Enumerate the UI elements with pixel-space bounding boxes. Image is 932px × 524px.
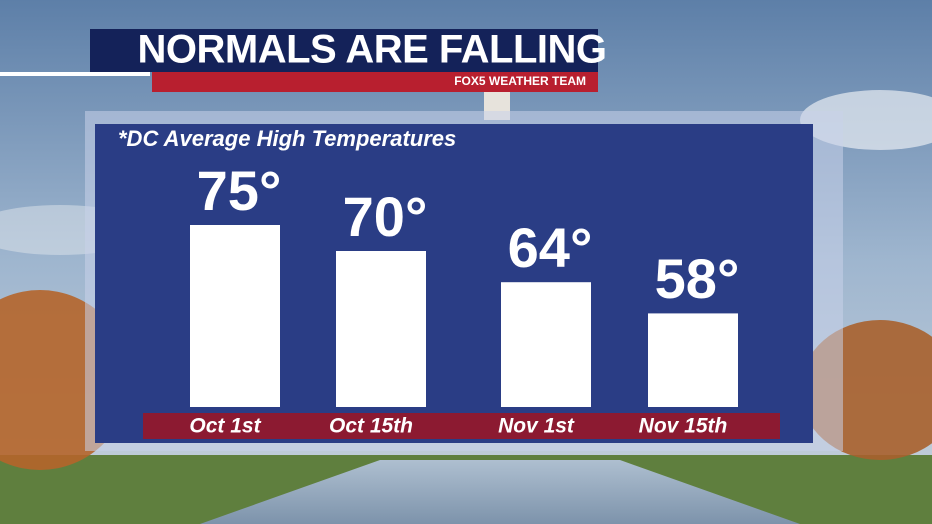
- bar: [648, 313, 738, 407]
- category-strip: [143, 413, 780, 439]
- value-label: 58°: [655, 247, 740, 310]
- bar: [336, 251, 426, 407]
- x-tick-label: Oct 1st: [189, 415, 261, 438]
- x-tick-label: Nov 1st: [498, 415, 575, 438]
- bar: [501, 282, 591, 407]
- rule-line: [0, 72, 150, 76]
- reflecting-pool: [200, 460, 800, 524]
- chart-title: NORMALS ARE FALLING: [138, 28, 607, 72]
- brand-strip: [152, 72, 598, 92]
- chart-subtitle: *DC Average High Temperatures: [118, 126, 456, 151]
- bar: [190, 225, 280, 407]
- brand: FOX5 WEATHER TEAM: [454, 74, 586, 88]
- x-tick-label: Oct 15th: [329, 415, 413, 438]
- value-label: 64°: [508, 216, 593, 279]
- title-box: [90, 29, 598, 72]
- value-label: 75°: [197, 159, 282, 222]
- x-tick-label: Nov 15th: [639, 415, 728, 438]
- value-label: 70°: [343, 185, 428, 248]
